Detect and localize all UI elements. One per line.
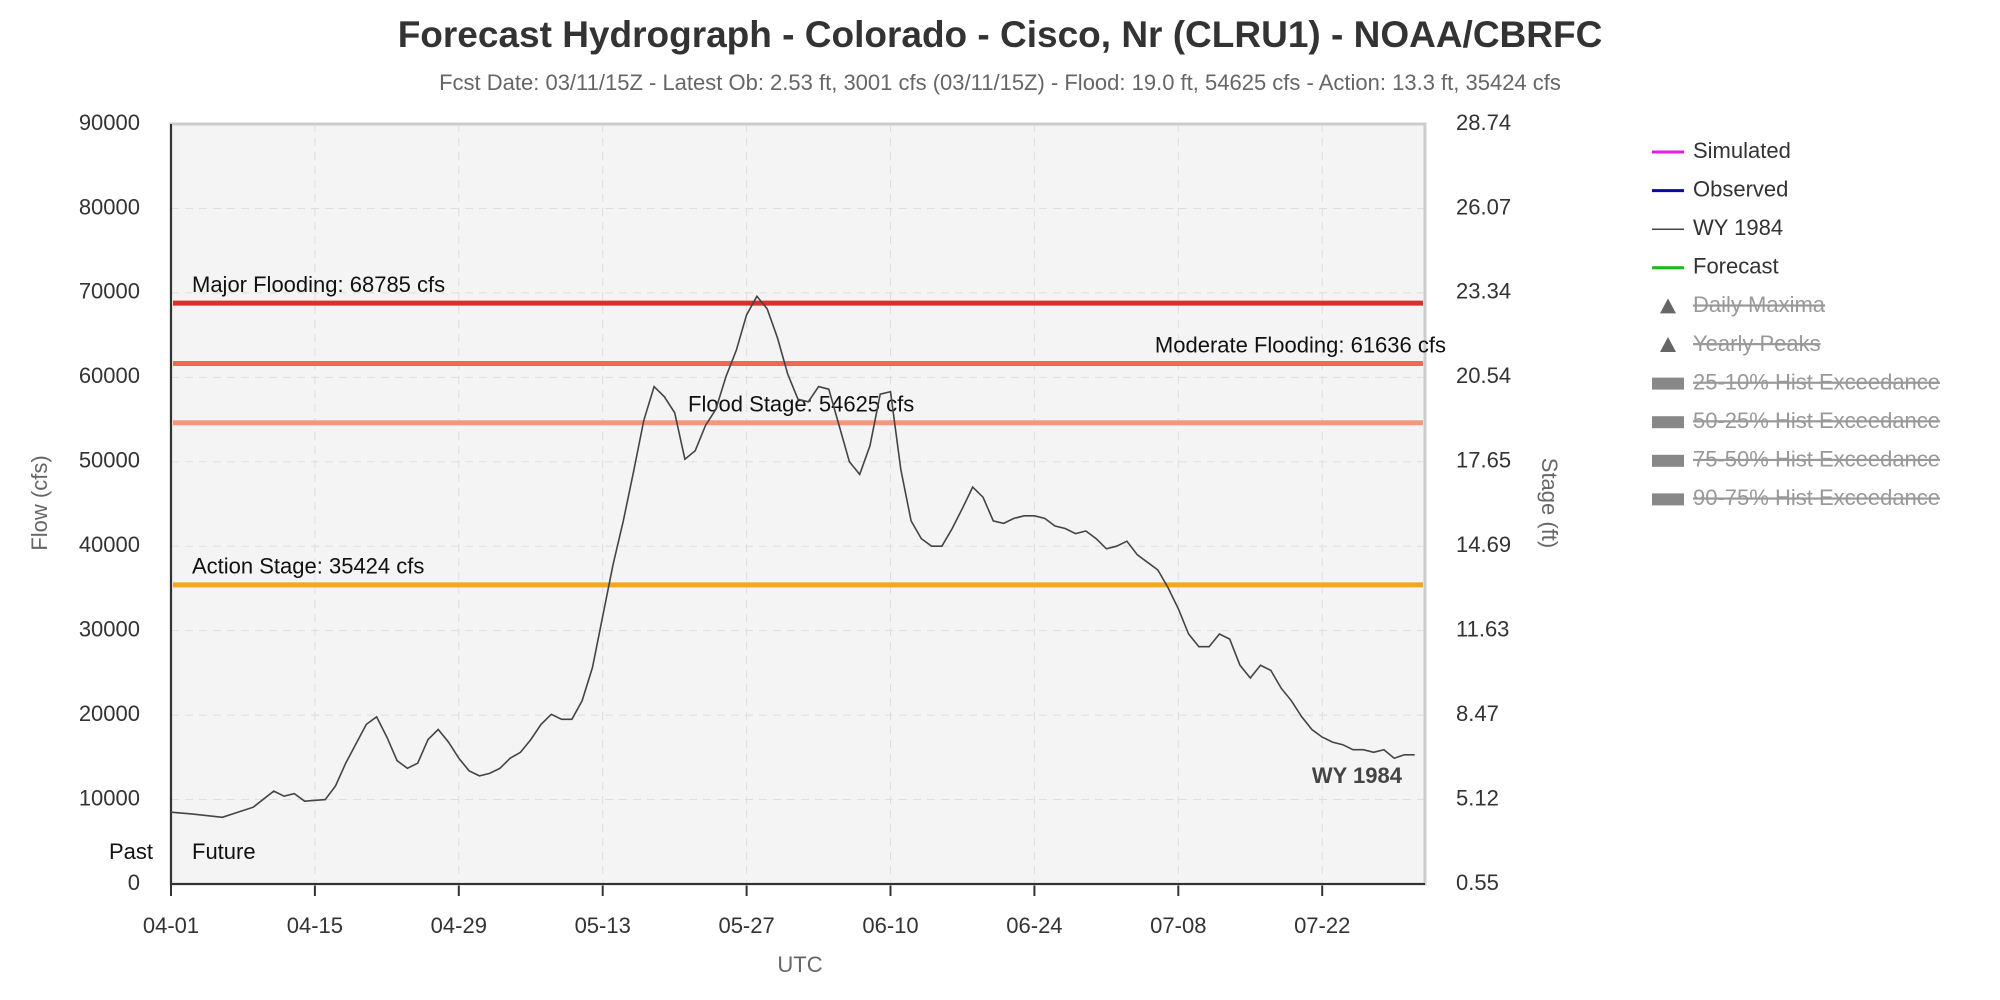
threshold-label: Action Stage: 35424 cfs: [192, 554, 424, 579]
y-tick-label: 0: [128, 870, 140, 895]
legend-item[interactable]: Simulated: [1652, 138, 1791, 163]
y-tick-label: 90000: [79, 110, 140, 135]
y-tick-label: 10000: [79, 785, 140, 810]
legend-item[interactable]: Yearly Peaks: [1660, 331, 1821, 356]
legend-label: WY 1984: [1693, 215, 1783, 240]
y-tick-label: 40000: [79, 532, 140, 557]
x-tick-label: 04-15: [287, 913, 343, 938]
legend-symbol: [1652, 454, 1684, 467]
legend-item[interactable]: Daily Maxima: [1660, 292, 1826, 317]
threshold-label: Major Flooding: 68785 cfs: [192, 272, 445, 297]
legend-item[interactable]: 25-10% Hist Exceedance: [1652, 369, 1940, 394]
legend-item[interactable]: Observed: [1652, 176, 1788, 201]
x-tick-label: 04-29: [431, 913, 487, 938]
y-tick-label: 20000: [79, 701, 140, 726]
y2-tick-label: 11.63: [1456, 616, 1509, 641]
x-tick-label: 04-01: [143, 913, 199, 938]
y2-tick-label: 5.12: [1456, 785, 1499, 810]
series-annotation: WY 1984: [1312, 763, 1403, 788]
x-axis-label: UTC: [777, 952, 822, 977]
series-line: [170, 294, 1415, 819]
y2-tick-label: 26.07: [1456, 194, 1511, 219]
legend-label: 75-50% Hist Exceedance: [1693, 447, 1940, 472]
legend-label: Forecast: [1693, 254, 1779, 279]
legend-item[interactable]: 75-50% Hist Exceedance: [1652, 447, 1940, 472]
y2-tick-label: 23.34: [1456, 279, 1511, 304]
y-tick-label: 50000: [79, 448, 140, 473]
x-tick-label: 07-08: [1150, 913, 1206, 938]
x-tick-label: 05-13: [575, 913, 631, 938]
threshold-label: Moderate Flooding: 61636 cfs: [1155, 332, 1446, 357]
x-tick-label: 06-24: [1006, 913, 1062, 938]
plot-area: [171, 124, 1425, 884]
chart-title: Forecast Hydrograph - Colorado - Cisco, …: [398, 14, 1603, 55]
x-tick-label: 07-22: [1294, 913, 1350, 938]
past-label: Past: [109, 839, 153, 864]
legend-symbol: [1652, 377, 1684, 390]
y2-tick-label: 8.47: [1456, 701, 1499, 726]
y2-tick-label: 20.54: [1456, 363, 1511, 388]
legend-item[interactable]: Forecast: [1652, 254, 1779, 279]
x-tick-label: 06-10: [862, 913, 918, 938]
legend-symbol: [1660, 298, 1676, 314]
legend-item[interactable]: 50-25% Hist Exceedance: [1652, 408, 1940, 433]
y2-tick-label: 17.65: [1456, 448, 1511, 473]
legend-label: 50-25% Hist Exceedance: [1693, 408, 1940, 433]
y-tick-label: 60000: [79, 363, 140, 388]
chart-subtitle: Fcst Date: 03/11/15Z - Latest Ob: 2.53 f…: [439, 70, 1561, 95]
legend-label: Yearly Peaks: [1693, 331, 1821, 356]
legend-label: 25-10% Hist Exceedance: [1693, 369, 1940, 394]
legend-item[interactable]: 90-75% Hist Exceedance: [1652, 485, 1940, 510]
y-tick-label: 80000: [79, 194, 140, 219]
legend-symbol: [1652, 416, 1684, 429]
y2-axis-label: Stage (ft): [1537, 458, 1562, 548]
y2-tick-label: 14.69: [1456, 532, 1511, 557]
y-tick-label: 70000: [79, 279, 140, 304]
legend-symbol: [1660, 337, 1676, 352]
legend-symbol: [1652, 493, 1684, 506]
y2-tick-label: 0.55: [1456, 870, 1499, 895]
legend-label: Simulated: [1693, 138, 1791, 163]
legend-item[interactable]: WY 1984: [1652, 215, 1783, 240]
y2-tick-label: 28.74: [1456, 110, 1511, 135]
y-axis-label: Flow (cfs): [27, 455, 52, 550]
y-tick-label: 30000: [79, 616, 140, 641]
legend-label: Observed: [1693, 176, 1788, 201]
legend-label: Daily Maxima: [1693, 292, 1826, 317]
x-tick-label: 05-27: [718, 913, 774, 938]
future-label: Future: [192, 839, 256, 864]
legend-label: 90-75% Hist Exceedance: [1693, 485, 1940, 510]
